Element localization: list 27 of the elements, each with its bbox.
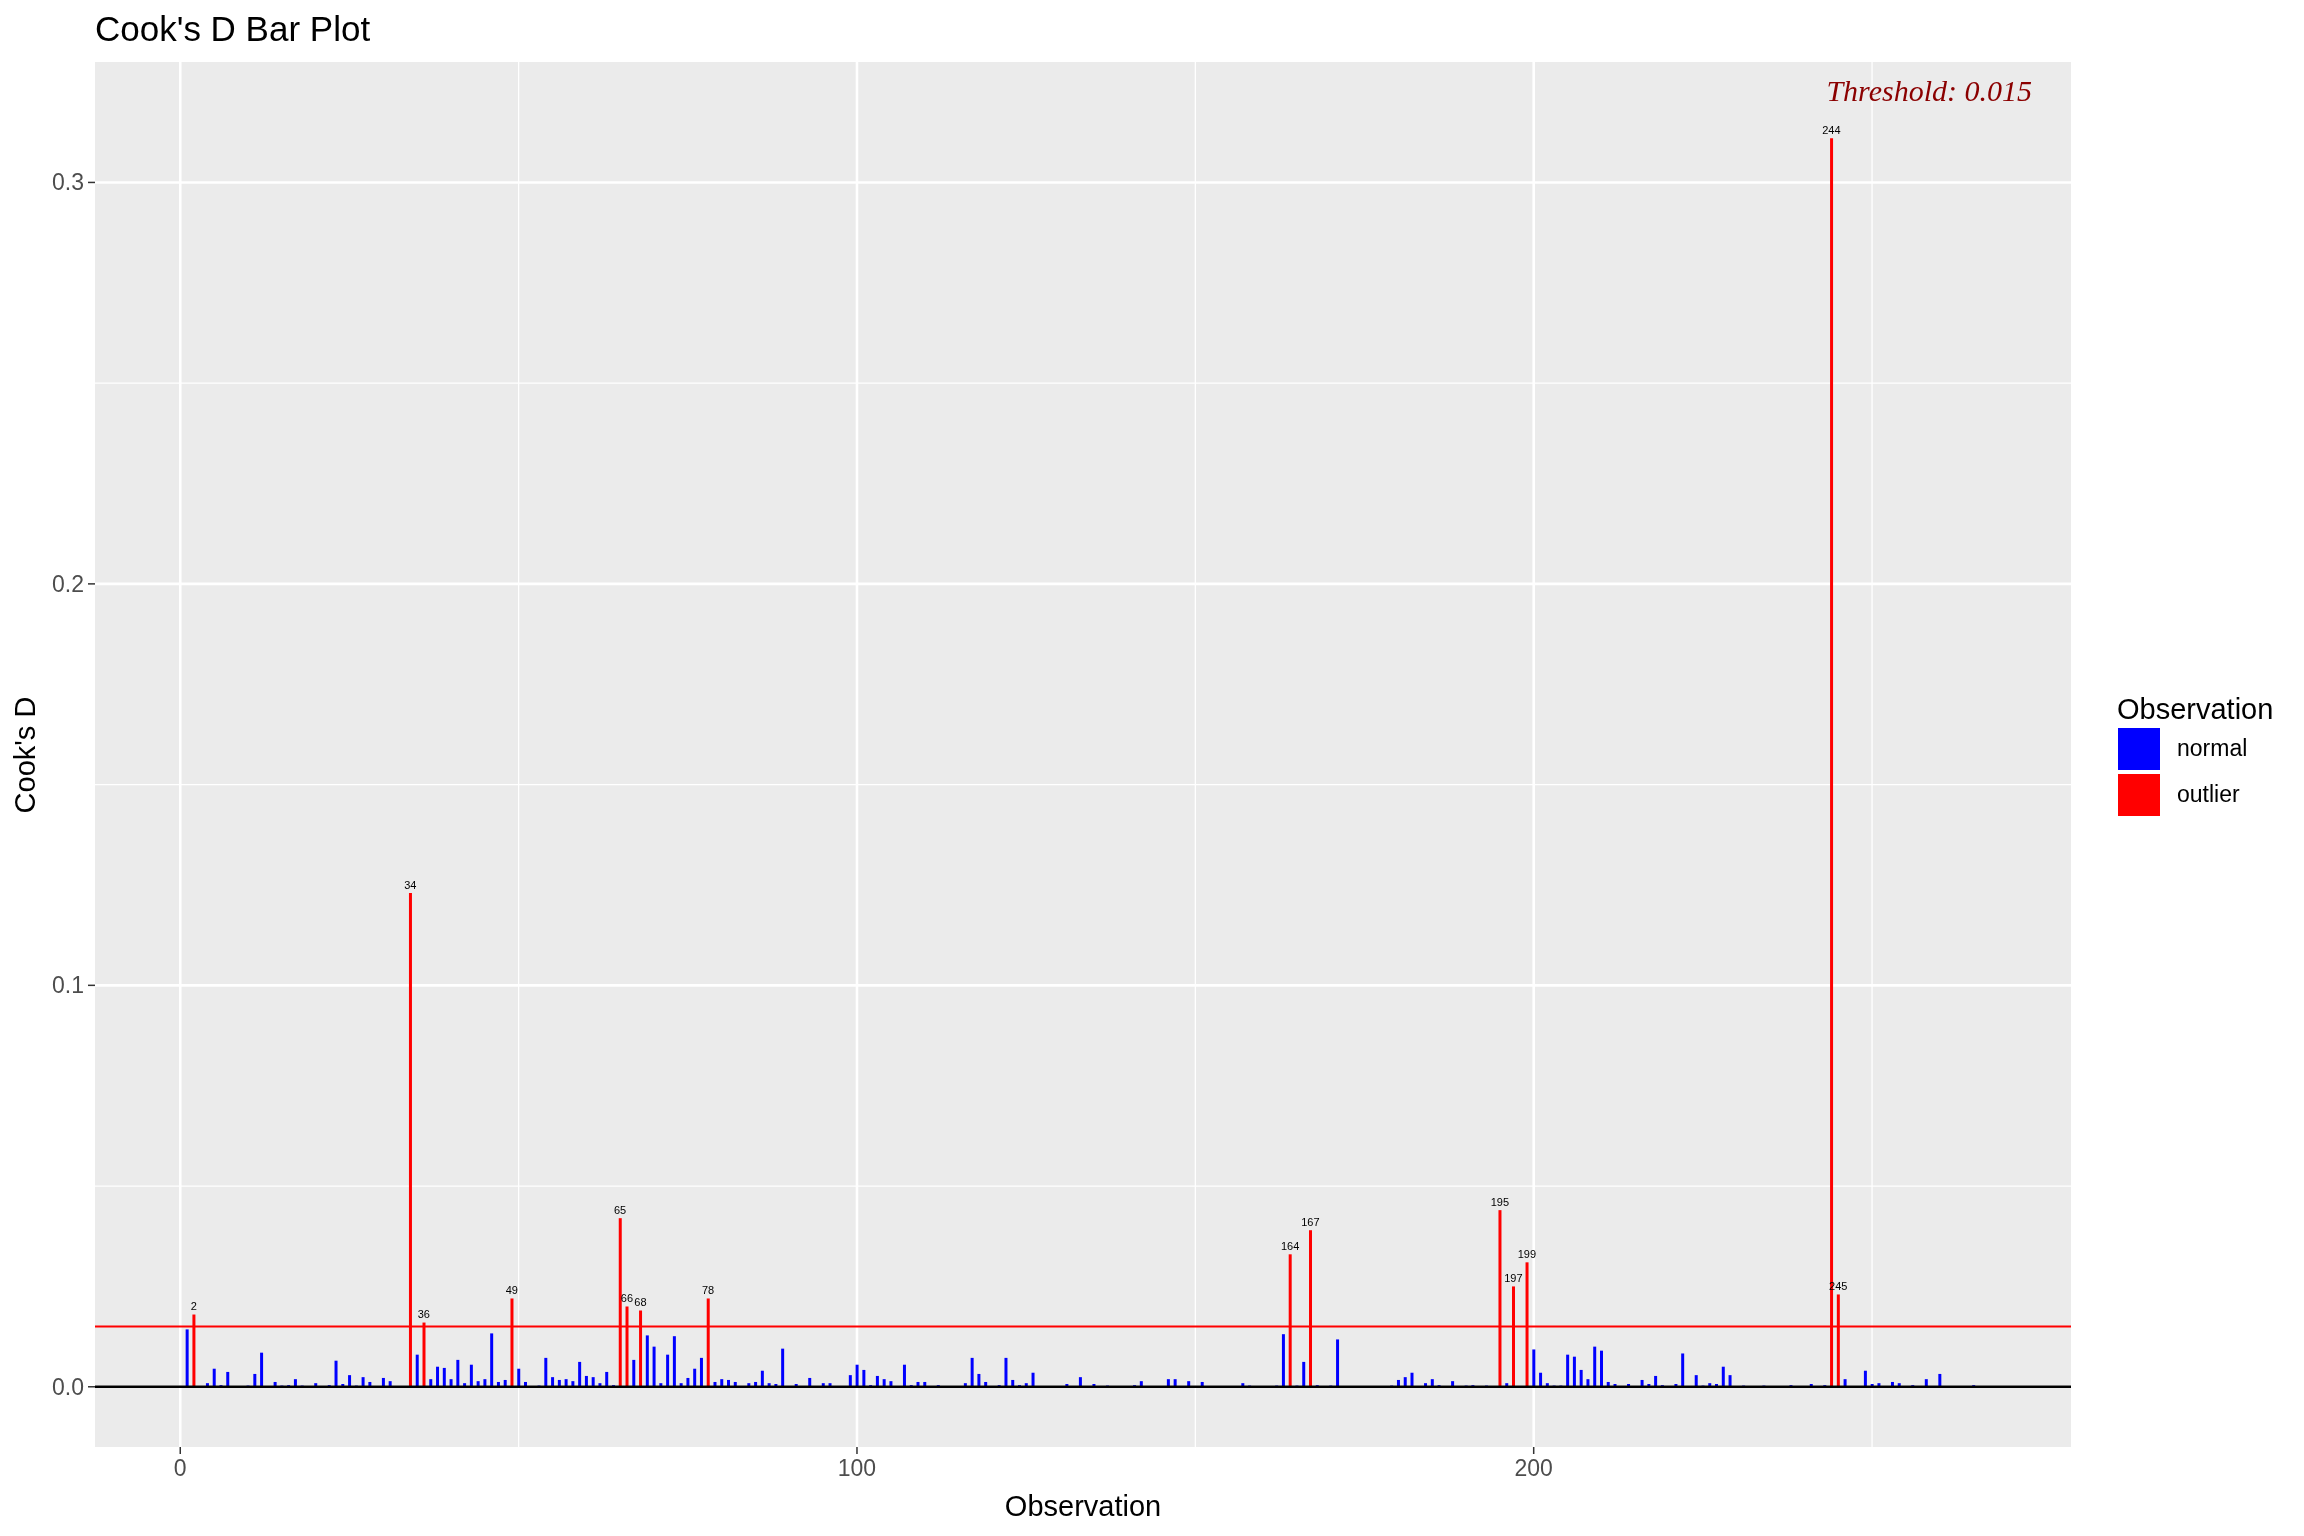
y-tick-label: 0.1 (52, 972, 84, 999)
y-tick-label: 0.3 (52, 169, 84, 196)
chart-title: Cook's D Bar Plot (95, 8, 371, 50)
annotation: 195 (1490, 1195, 1510, 1208)
annotation: Threshold: 0.015 (1826, 74, 2032, 108)
annotation: 36 (417, 1308, 431, 1321)
y-axis-title: Cook's D (8, 696, 42, 813)
annotation: 197 (1504, 1272, 1523, 1285)
annotation: 199 (1517, 1248, 1537, 1261)
annotation: 78 (701, 1284, 715, 1297)
annotation: 2 (190, 1300, 197, 1313)
annotation: 65 (614, 1203, 627, 1216)
y-tick-label: 0.2 (52, 570, 84, 597)
x-tick-label: 100 (837, 1454, 877, 1481)
x-axis-title: Observation (1004, 1489, 1162, 1523)
x-tick-label: 200 (1514, 1454, 1553, 1481)
annotation: 164 (1280, 1239, 1300, 1252)
annotation: 49 (505, 1284, 518, 1297)
legend-title: Observation (2117, 691, 2274, 727)
legend-label: normal (2177, 735, 2248, 762)
x-tick-label: 0 (173, 1454, 187, 1481)
annotation: 244 (1822, 123, 1841, 136)
y-tick-label: 0.0 (52, 1373, 84, 1400)
legend-label: outlier (2177, 781, 2240, 808)
annotation: 68 (634, 1296, 647, 1309)
annotation: 34 (404, 878, 417, 891)
annotation: 167 (1301, 1215, 1320, 1228)
